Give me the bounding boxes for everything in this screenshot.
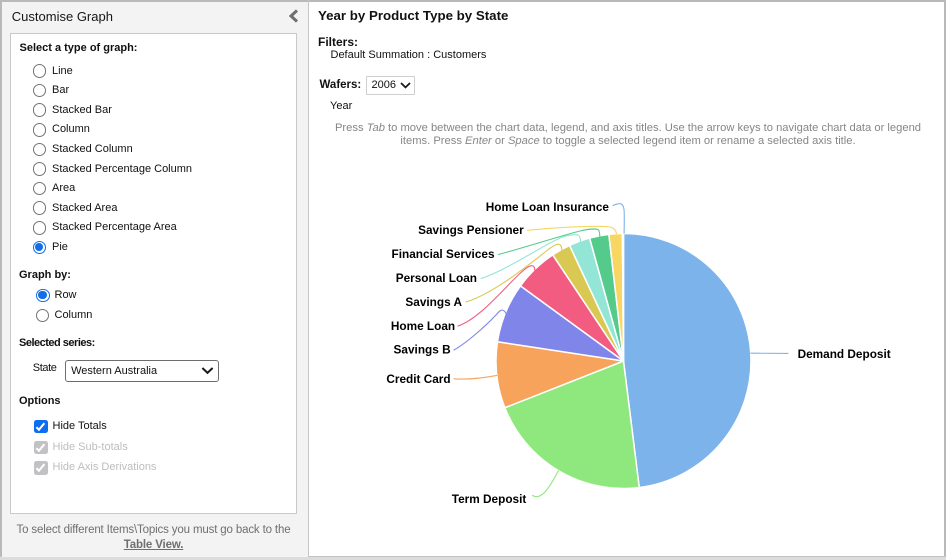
- svg-text:Savings B: Savings B: [394, 343, 451, 357]
- svg-text:Home Loan: Home Loan: [391, 319, 455, 333]
- svg-text:Home Loan Insurance: Home Loan Insurance: [486, 200, 610, 214]
- svg-text:Savings A: Savings A: [405, 295, 462, 309]
- svg-text:Financial Services: Financial Services: [392, 247, 495, 261]
- svg-text:Personal Loan: Personal Loan: [396, 271, 477, 285]
- svg-text:Demand Deposit: Demand Deposit: [798, 347, 891, 361]
- svg-text:Term Deposit: Term Deposit: [452, 492, 527, 506]
- svg-text:Credit Card: Credit Card: [386, 372, 450, 386]
- svg-text:Savings Pensioner: Savings Pensioner: [418, 223, 524, 237]
